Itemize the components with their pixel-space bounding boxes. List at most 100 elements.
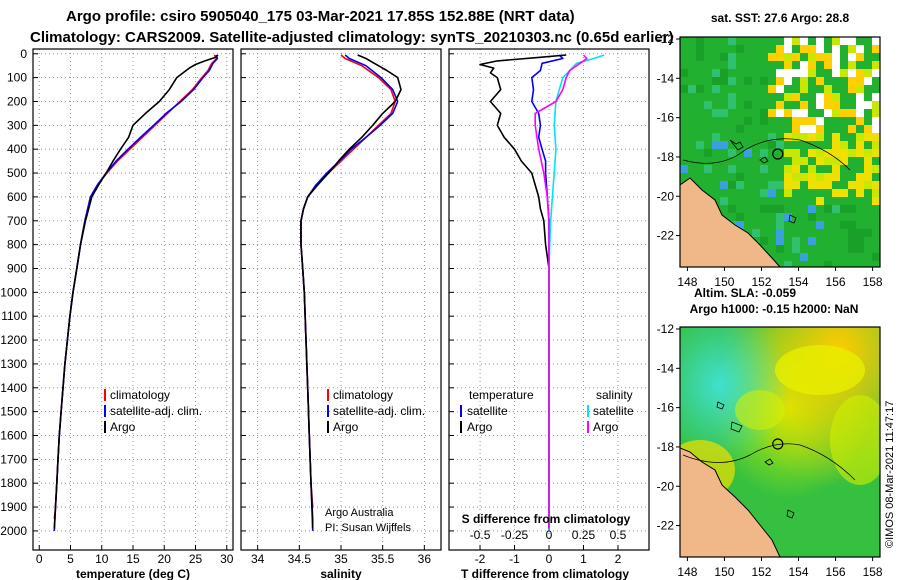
sst-cell: [688, 85, 696, 93]
depth-tick-label: 1500: [0, 405, 27, 419]
sst-cell: [784, 93, 792, 101]
sst-cell: [792, 117, 800, 125]
sst-cell: [808, 69, 816, 77]
sst-cell: [696, 85, 704, 93]
s-tick-label: 0: [546, 528, 553, 542]
sst-cell: [800, 69, 808, 77]
sst-cell: [824, 205, 832, 213]
sst-cell: [800, 85, 808, 93]
sla-reef-line: [682, 443, 856, 481]
depth-tick-label: 600: [7, 190, 27, 204]
x-tick-label: 35.5: [371, 552, 395, 566]
sst-cell: [872, 109, 880, 117]
sst-cell: [808, 205, 816, 213]
difference-panel: -2 -1 0 1 2 T difference from climatology te…: [448, 48, 650, 580]
sst-cell: [872, 125, 880, 133]
temperature-legend: climatology satellite-adj. clim. Argo: [104, 388, 202, 434]
sst-cell: [816, 77, 824, 85]
sst-cell: [808, 165, 816, 173]
sst-cell: [680, 85, 688, 93]
sst-cell: [744, 101, 752, 109]
title-line-2: Climatology: CARS2009. Satellite-adjuste…: [30, 29, 674, 46]
sst-cell: [872, 101, 880, 109]
depth-tick-label: 1400: [0, 381, 27, 395]
sst-cell: [768, 141, 776, 149]
copyright: ©IMOS 08-Mar-2021 11:47:17: [884, 401, 896, 548]
sst-cell: [840, 189, 848, 197]
sst-cell: [832, 165, 840, 173]
sst-cell: [712, 85, 720, 93]
sst-cell: [768, 53, 776, 61]
sla-blob-4: [735, 390, 785, 430]
sst-cell: [800, 61, 808, 69]
credit-line-1: Argo Australia: [325, 507, 394, 519]
sst-cell: [832, 173, 840, 181]
sst-cell: [784, 109, 792, 117]
sst-cell: [856, 173, 864, 181]
sst-cell: [848, 221, 856, 229]
sst-cell: [824, 61, 832, 69]
sst-cell: [856, 77, 864, 85]
x-tick-label: 34: [251, 552, 265, 566]
sst-cell: [776, 45, 784, 53]
lon-tick-label: 148: [677, 565, 697, 579]
sst-cell: [808, 149, 816, 157]
sst-cell: [824, 85, 832, 93]
sst-cell: [680, 69, 688, 77]
sst-cell: [824, 261, 832, 267]
sst-cell: [848, 109, 856, 117]
sst-cell: [800, 109, 808, 117]
sst-cell: [856, 189, 864, 197]
sst-cell: [768, 85, 776, 93]
sst-cell: [864, 77, 872, 85]
x-tick-label: -1: [509, 552, 520, 566]
sst-cell: [792, 245, 800, 253]
series-line-s-argo: [534, 54, 588, 529]
sst-cell: [776, 205, 784, 213]
legend-s-argo: Argo: [593, 420, 619, 434]
depth-tick-label: 700: [7, 214, 27, 228]
sst-cell: [872, 133, 880, 141]
series-line-climatology: [300, 54, 397, 508]
sst-cell: [760, 189, 768, 197]
sst-cell: [792, 133, 800, 141]
x-tick-label: 1: [580, 552, 587, 566]
sst-cell: [840, 109, 848, 117]
sst-cell: [872, 93, 880, 101]
legend-swatch-s-argo: [587, 421, 589, 433]
sst-cell: [848, 149, 856, 157]
sla-title-line-1: Altim. SLA: -0.059: [694, 286, 796, 300]
sst-cell: [840, 37, 848, 45]
sst-cell: [864, 125, 872, 133]
salinity-xlabel: salinity: [320, 567, 362, 580]
sst-cell: [792, 125, 800, 133]
sst-cell: [784, 189, 792, 197]
depth-tick-label: 1000: [0, 285, 27, 299]
sst-cell: [848, 45, 856, 53]
sst-cell: [808, 125, 816, 133]
sst-cell: [776, 237, 784, 245]
sst-cell: [784, 261, 792, 267]
sst-cell: [712, 141, 720, 149]
legend-swatch-satellite: [104, 405, 106, 417]
sst-cell: [776, 69, 784, 77]
credit-line-2: PI: Susan Wijffels: [325, 522, 411, 534]
sst-cell: [800, 125, 808, 133]
sst-cell: [824, 181, 832, 189]
sst-cell: [792, 69, 800, 77]
lat-tick-label: -14: [657, 71, 675, 85]
sst-cell: [800, 101, 808, 109]
depth-tick-label: 1600: [0, 428, 27, 442]
depth-tick-label: 2000: [0, 524, 27, 538]
title-line-1: Argo profile: csiro 5905040_175 03-Mar-2…: [66, 8, 575, 25]
sst-cell: [800, 45, 808, 53]
sst-cell: [720, 69, 728, 77]
sst-cell: [784, 37, 792, 45]
sst-cell: [872, 141, 880, 149]
x-tick-label: 30: [220, 552, 234, 566]
lon-tick-label: 154: [789, 565, 809, 579]
salinity-grid: [241, 49, 441, 550]
sst-cell: [792, 157, 800, 165]
sst-map: sat. SST: 27.6 Argo: 28.8 -12 -14 -16 -18 -2…: [657, 11, 883, 289]
sst-cell: [792, 93, 800, 101]
